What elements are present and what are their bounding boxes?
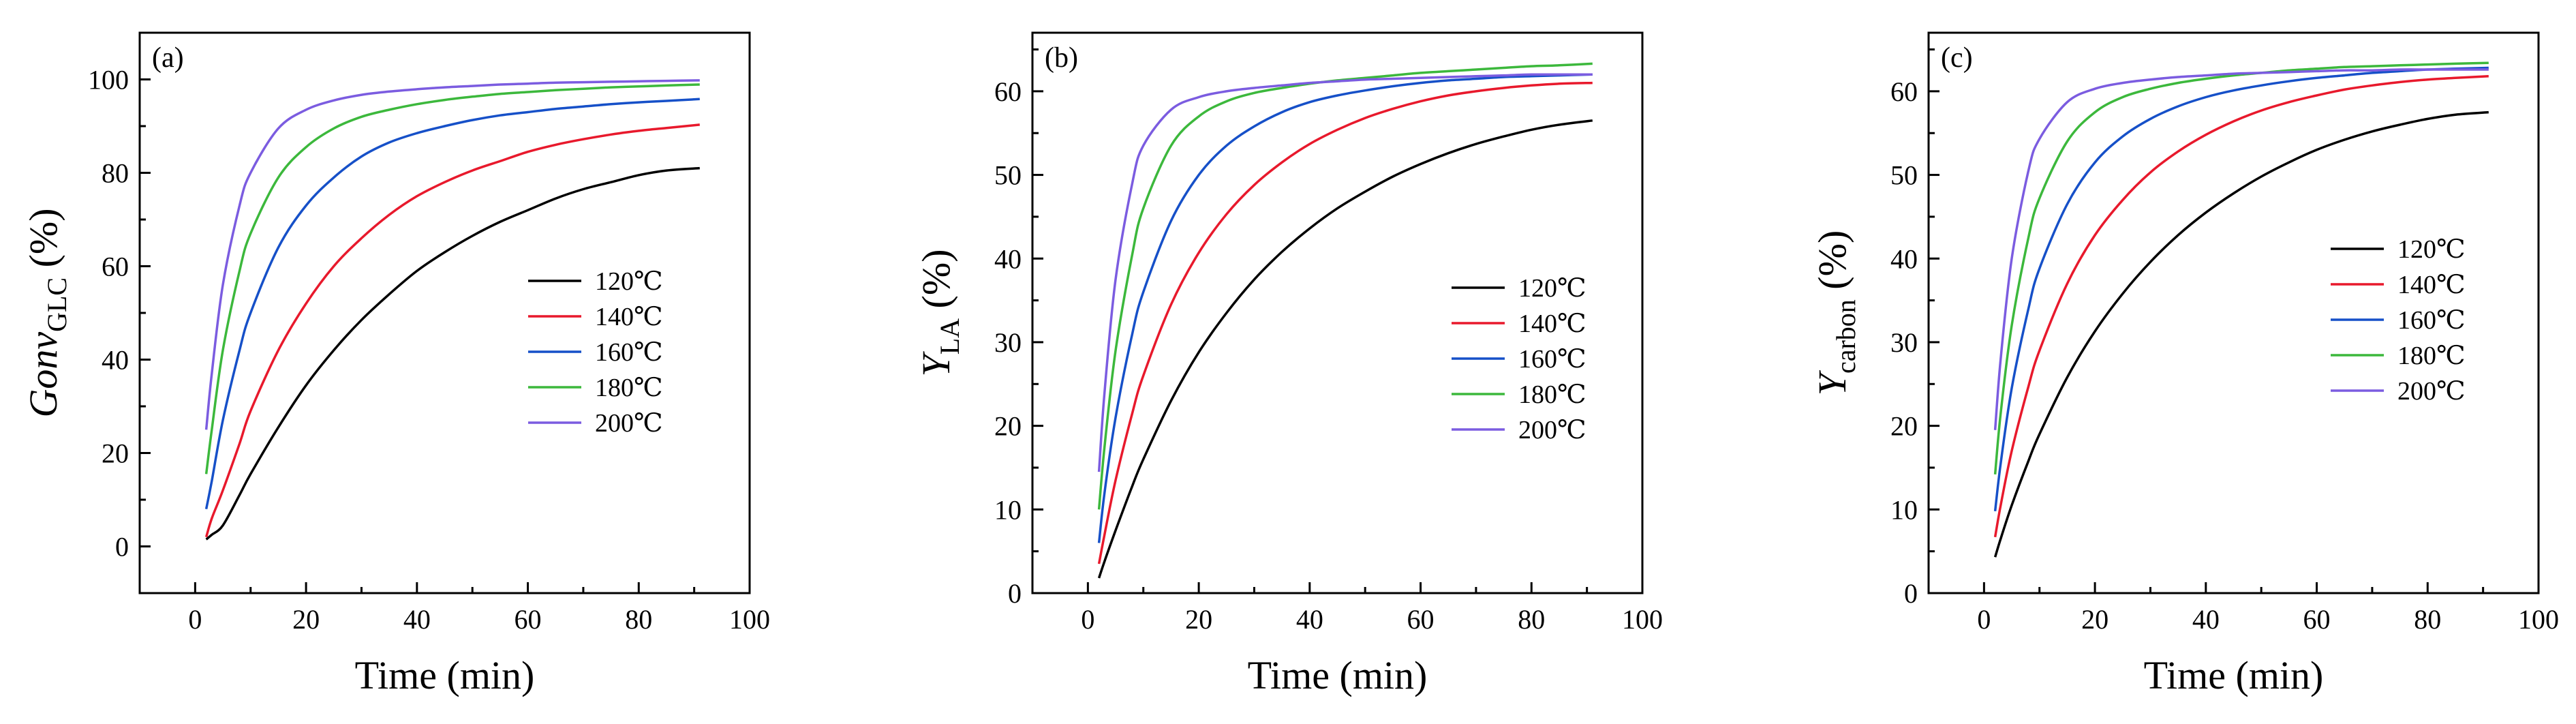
x-tick-label: 80 [625, 604, 652, 635]
y-tick-label: 0 [1904, 578, 1918, 609]
y-tick-label: 40 [1890, 243, 1918, 274]
y-tick-label: 100 [88, 65, 129, 95]
x-tick-label: 80 [1518, 604, 1545, 635]
legend-label: 200℃ [1518, 416, 1586, 444]
legend-label: 180℃ [595, 374, 663, 402]
plot-frame [1031, 31, 1644, 594]
y-tick-label: 50 [994, 160, 1022, 191]
series-line-140 [1097, 81, 1593, 564]
y-tick-label: 60 [994, 76, 1022, 107]
legend-label: 140℃ [1518, 310, 1586, 338]
series-line-180 [1097, 62, 1593, 510]
x-tick-label: 0 [188, 604, 202, 635]
legend-label: 200℃ [2397, 377, 2466, 406]
panel-label: (a) [152, 42, 184, 74]
x-tick-label: 100 [729, 604, 770, 635]
x-tick-label: 60 [1407, 604, 1435, 635]
y-tick-label: 20 [994, 411, 1022, 442]
legend-label: 180℃ [2397, 342, 2466, 370]
y-tick-label: 50 [1890, 160, 1918, 191]
legend-label: 160℃ [1518, 345, 1586, 374]
legend: 120℃ 140℃ 160℃ 180℃ 200℃ [528, 267, 663, 438]
y-axis-title-unit: (%) [21, 208, 65, 277]
legend-label: 200℃ [595, 409, 663, 438]
y-axis-title-subscript: carbon [1830, 299, 1861, 374]
series-line-140 [1993, 75, 2489, 538]
y-axis-title-main: Y [914, 351, 958, 377]
y-tick-label: 30 [1890, 327, 1918, 358]
series-line-200 [1993, 68, 2489, 430]
x-tick-label: 40 [403, 604, 431, 635]
series-line-120 [1097, 119, 1593, 579]
y-tick-label: 20 [102, 438, 129, 469]
x-axis-title: Time (min) [1248, 653, 1428, 697]
series-line-200 [204, 79, 700, 430]
legend-label: 120℃ [595, 267, 663, 296]
y-tick-label: 10 [994, 494, 1022, 525]
legend-label: 120℃ [2397, 235, 2466, 264]
panel-label: (c) [1941, 42, 1973, 74]
y-tick-label: 60 [102, 252, 129, 282]
y-tick-label: 40 [994, 243, 1022, 274]
x-axis-title: Time (min) [355, 653, 535, 697]
y-axis-title: GonvGLC (%) [21, 208, 72, 417]
y-tick-label: 0 [1008, 578, 1022, 609]
series-line-120 [1993, 110, 2489, 558]
y-axis-title-unit: (%) [914, 249, 958, 318]
y-axis-title-main: Y [1810, 369, 1854, 395]
y-axis-title-subscript: GLC [42, 277, 72, 332]
x-tick-label: 100 [1622, 604, 1663, 635]
y-tick-label: 20 [1890, 411, 1918, 442]
y-axis-title-unit: (%) [1810, 230, 1854, 299]
legend-label: 160℃ [2397, 306, 2466, 335]
series-line-180 [204, 83, 700, 474]
series-line-160 [1993, 66, 2489, 512]
series-line-140 [204, 123, 700, 538]
legend-label: 140℃ [595, 303, 663, 331]
series-line-180 [1993, 61, 2489, 474]
legend: 120℃ 140℃ 160℃ 180℃ 200℃ [2331, 235, 2466, 406]
x-tick-label: 60 [515, 604, 542, 635]
x-tick-label: 100 [2518, 604, 2559, 635]
y-tick-label: 10 [1890, 494, 1918, 525]
series-line-160 [204, 97, 700, 510]
plot-frame [1927, 31, 2540, 594]
series-line-120 [205, 166, 700, 541]
legend: 120℃ 140℃ 160℃ 180℃ 200℃ [1452, 274, 1586, 444]
x-tick-label: 0 [1977, 604, 1991, 635]
legend-label: 180℃ [1518, 380, 1586, 409]
legend-label: 120℃ [1518, 274, 1586, 303]
panel-label: (b) [1045, 42, 1078, 74]
series-line-160 [1097, 73, 1593, 543]
panel-c: 0 20 40 60 80 100 0 10 20 30 40 50 60 (c) Time (min) Yc… [1810, 31, 2559, 697]
panel-b: 0 20 40 60 80 100 0 10 20 30 40 50 60 (b) Time (min) YL… [914, 31, 1663, 697]
x-tick-label: 40 [1296, 604, 1323, 635]
panel-a: 0 20 40 60 80 100 0 20 40 60 80 100 (a) Time (min) Gon… [21, 31, 770, 697]
x-tick-label: 60 [2303, 604, 2331, 635]
x-tick-label: 20 [1185, 604, 1212, 635]
y-tick-label: 60 [1890, 76, 1918, 107]
x-tick-label: 20 [292, 604, 320, 635]
series-line-200 [1097, 73, 1593, 472]
y-axis-title-subscript: LA [934, 318, 965, 355]
legend-label: 140℃ [2397, 271, 2466, 299]
x-tick-label: 0 [1081, 604, 1094, 635]
legend-label: 160℃ [595, 338, 663, 367]
y-tick-label: 0 [115, 532, 129, 562]
y-axis-title-main: Gonv [21, 332, 65, 418]
y-axis-title: Ycarbon (%) [1810, 230, 1861, 396]
y-tick-label: 80 [102, 158, 129, 189]
x-tick-label: 80 [2414, 604, 2441, 635]
x-tick-label: 40 [2192, 604, 2220, 635]
x-tick-label: 20 [2081, 604, 2109, 635]
y-tick-label: 40 [102, 345, 129, 376]
y-axis-title: YLA (%) [914, 249, 965, 376]
x-axis-title: Time (min) [2144, 653, 2324, 697]
y-tick-label: 30 [994, 327, 1022, 358]
